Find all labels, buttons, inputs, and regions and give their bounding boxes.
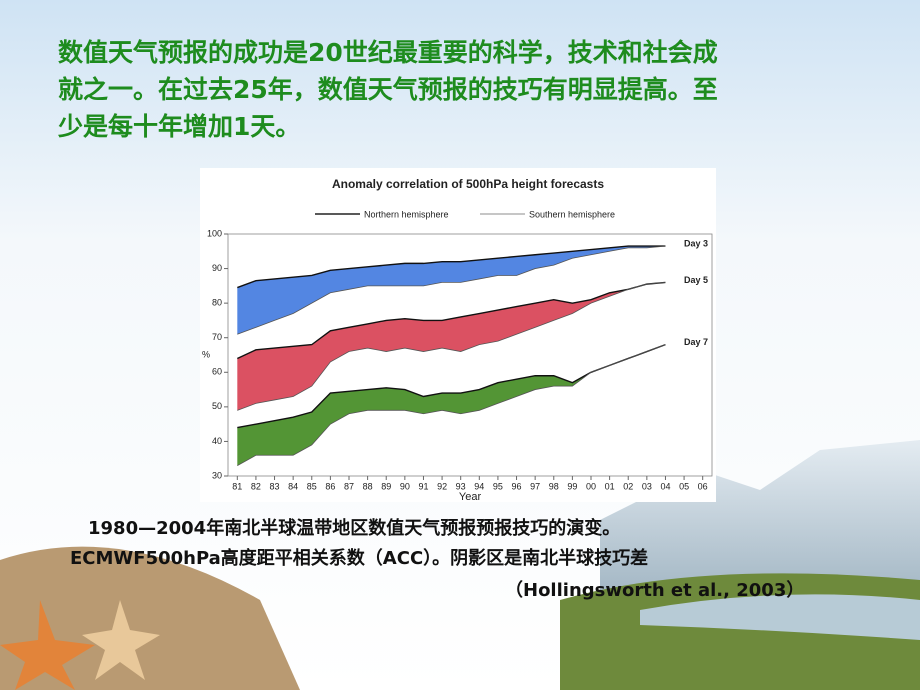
x-tick-label: 89 [381, 481, 391, 491]
x-tick-label: 93 [456, 481, 466, 491]
x-tick-label: 96 [512, 481, 522, 491]
x-tick-label: 82 [251, 481, 261, 491]
y-tick-label: 50 [212, 401, 222, 411]
x-axis-label: Year [459, 491, 482, 503]
x-tick-label: 95 [493, 481, 503, 491]
series-line [237, 245, 666, 289]
series-line [237, 344, 666, 466]
y-tick-label: 90 [212, 263, 222, 273]
x-tick-label: 91 [418, 481, 428, 491]
caption-line: 1980—2004年南北半球温带地区数值天气预报预报技巧的演变。 [88, 518, 621, 539]
band-fill [237, 344, 666, 466]
y-axis-label: % [202, 349, 210, 359]
band-fill [237, 282, 666, 411]
x-tick-label: 00 [586, 481, 596, 491]
headline: 数值天气预报的成功是20世纪最重要的科学，技术和社会成 就之一。在过去25年，数… [58, 34, 868, 145]
x-tick-label: 99 [567, 481, 577, 491]
x-tick-label: 88 [363, 481, 373, 491]
x-tick-label: 98 [549, 481, 559, 491]
band-label: Day 3 [684, 238, 708, 248]
x-tick-label: 05 [679, 481, 689, 491]
band-label: Day 5 [684, 275, 708, 285]
y-tick-label: 30 [212, 470, 222, 480]
x-tick-label: 81 [232, 481, 242, 491]
x-tick-label: 94 [474, 481, 484, 491]
legend-label: Northern hemisphere [364, 209, 449, 219]
x-tick-label: 85 [307, 481, 317, 491]
headline-line: 数值天气预报的成功是20世纪最重要的科学，技术和社会成 [58, 38, 718, 67]
x-tick-label: 03 [642, 481, 652, 491]
series-line [237, 245, 666, 335]
plot-frame [227, 233, 713, 477]
x-tick-label: 02 [623, 481, 633, 491]
x-tick-label: 86 [325, 481, 335, 491]
y-tick-label: 100 [207, 228, 222, 238]
x-tick-label: 84 [288, 481, 298, 491]
headline-line: 少是每十年增加1天。 [58, 112, 301, 141]
y-tick-label: 40 [212, 436, 222, 446]
legend-label: Southern hemisphere [529, 209, 615, 219]
x-tick-label: 01 [605, 481, 615, 491]
caption-line: （Hollingsworth et al., 2003） [505, 580, 805, 601]
x-tick-label: 87 [344, 481, 354, 491]
x-tick-label: 83 [270, 481, 280, 491]
series-line [237, 282, 666, 411]
x-tick-label: 04 [660, 481, 670, 491]
x-tick-label: 06 [698, 481, 708, 491]
x-tick-label: 90 [400, 481, 410, 491]
chart-title: Anomaly correlation of 500hPa height for… [332, 177, 604, 191]
y-tick-label: 60 [212, 367, 222, 377]
band-label: Day 7 [684, 337, 708, 347]
headline-line: 就之一。在过去25年，数值天气预报的技巧有明显提高。至 [58, 75, 718, 104]
caption-line: ECMWF500hPa高度距平相关系数（ACC）。阴影区是南北半球技巧差 [70, 548, 649, 569]
x-tick-label: 92 [437, 481, 447, 491]
y-tick-label: 70 [212, 332, 222, 342]
x-tick-label: 97 [530, 481, 540, 491]
band-fill [237, 246, 666, 335]
series-line [237, 281, 666, 360]
y-tick-label: 80 [212, 298, 222, 308]
